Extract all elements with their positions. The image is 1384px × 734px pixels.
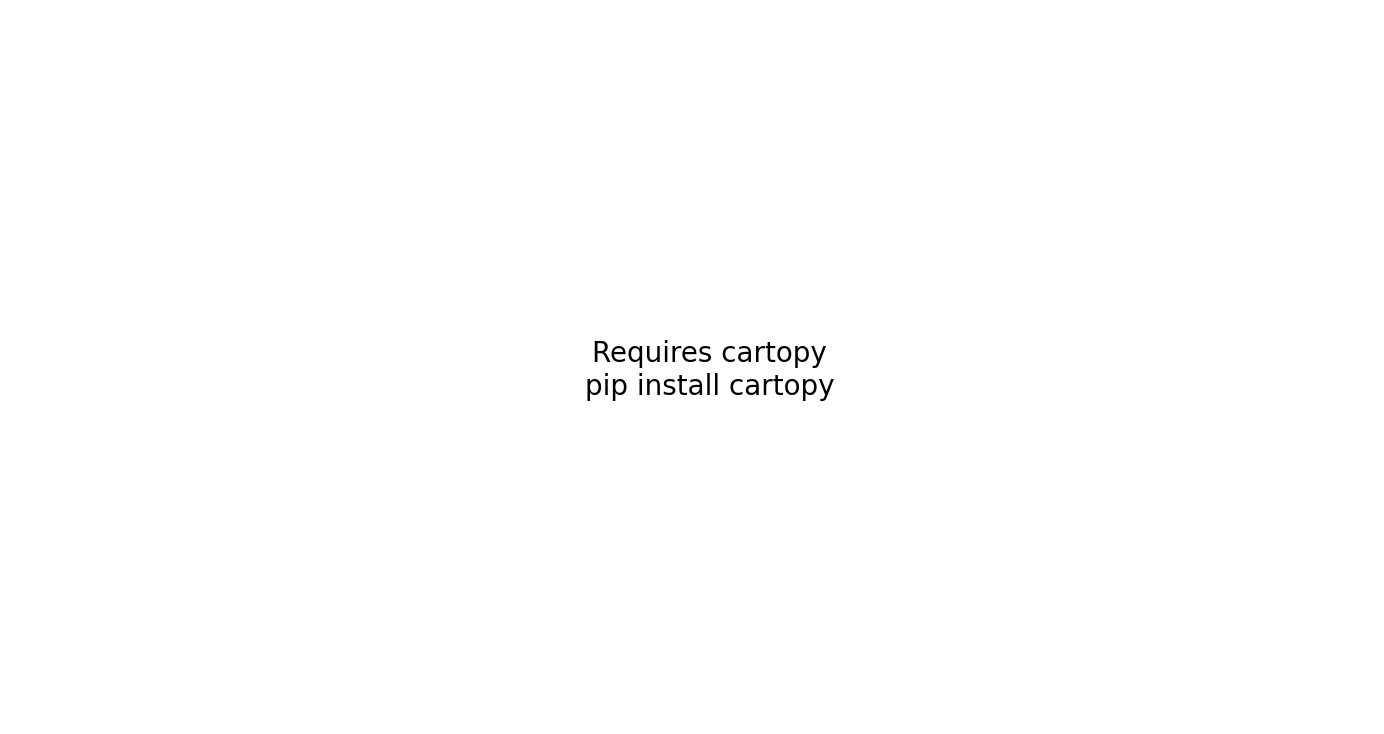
Text: Requires cartopy
pip install cartopy: Requires cartopy pip install cartopy: [584, 341, 835, 401]
